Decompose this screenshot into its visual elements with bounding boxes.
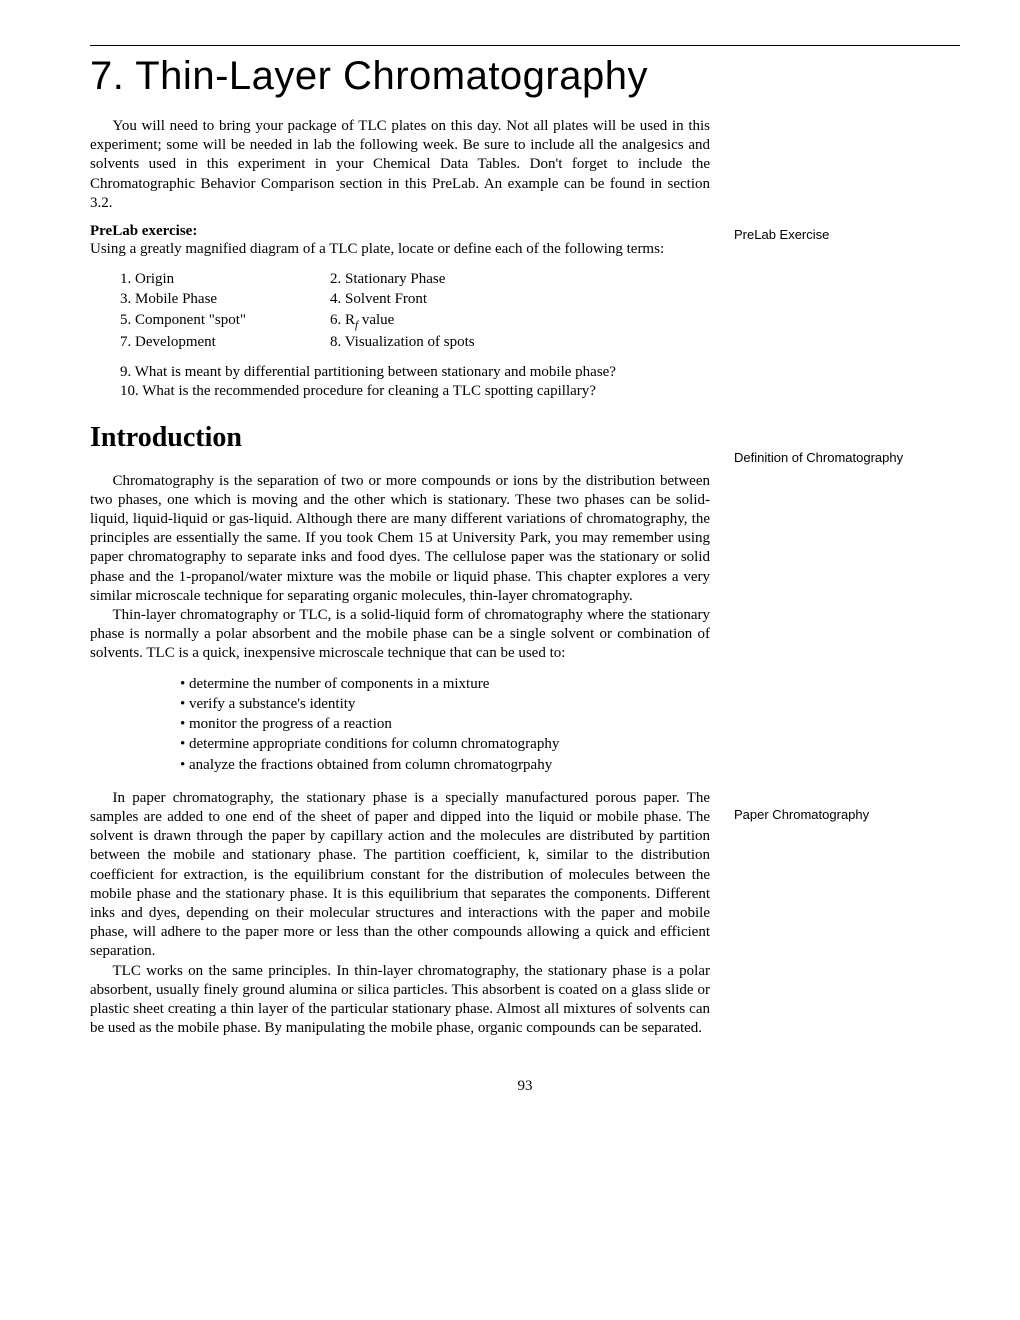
content-row: You will need to bring your package of T… bbox=[90, 117, 960, 1038]
bullet-list: determine the number of components in a … bbox=[180, 674, 710, 775]
paragraph-4: TLC works on the same principles. In thi… bbox=[90, 962, 710, 1039]
terms-row-3: 5. Component "spot" 6. Rf value bbox=[120, 310, 710, 333]
sidenote-paper: Paper Chromatography bbox=[734, 807, 904, 824]
terms-row-2: 3. Mobile Phase 4. Solvent Front bbox=[120, 289, 710, 309]
paragraph-1: Chromatography is the separation of two … bbox=[90, 472, 710, 606]
bullet-5: analyze the fractions obtained from colu… bbox=[180, 755, 710, 775]
prelab-heading: PreLab exercise: bbox=[90, 223, 710, 240]
page-number: 93 bbox=[90, 1078, 960, 1095]
bullet-3: monitor the progress of a reaction bbox=[180, 714, 710, 734]
prelab-instruction: Using a greatly magnified diagram of a T… bbox=[90, 240, 710, 259]
term-8: 8. Visualization of spots bbox=[330, 332, 475, 352]
chapter-title: 7. Thin-Layer Chromatography bbox=[90, 54, 960, 99]
terms-row-4: 7. Development 8. Visualization of spots bbox=[120, 332, 710, 352]
sidenote-definition: Definition of Chromatography bbox=[734, 450, 904, 467]
intro-paragraph: You will need to bring your package of T… bbox=[90, 117, 710, 213]
term-3: 3. Mobile Phase bbox=[120, 289, 330, 309]
term-2: 2. Stationary Phase bbox=[330, 269, 445, 289]
bullet-4: determine appropriate conditions for col… bbox=[180, 734, 710, 754]
term-1: 1. Origin bbox=[120, 269, 330, 289]
paragraph-2: Thin-layer chromatography or TLC, is a s… bbox=[90, 606, 710, 664]
bullet-1: determine the number of components in a … bbox=[180, 674, 710, 694]
term-5: 5. Component "spot" bbox=[120, 310, 330, 333]
top-rule bbox=[90, 45, 960, 46]
bullet-2: verify a substance's identity bbox=[180, 694, 710, 714]
term-4: 4. Solvent Front bbox=[330, 289, 427, 309]
question-9: 9. What is meant by differential partiti… bbox=[120, 363, 710, 383]
sidenote-prelab: PreLab Exercise bbox=[734, 227, 904, 244]
term-7: 7. Development bbox=[120, 332, 330, 352]
prelab-questions: 9. What is meant by differential partiti… bbox=[120, 363, 710, 402]
paragraph-3: In paper chromatography, the stationary … bbox=[90, 789, 710, 962]
terms-list: 1. Origin 2. Stationary Phase 3. Mobile … bbox=[120, 269, 710, 353]
terms-row-1: 1. Origin 2. Stationary Phase bbox=[120, 269, 710, 289]
main-column: You will need to bring your package of T… bbox=[90, 117, 710, 1038]
side-column: PreLab Exercise Definition of Chromatogr… bbox=[734, 117, 904, 1038]
question-10: 10. What is the recommended procedure fo… bbox=[120, 382, 710, 402]
term-6: 6. Rf value bbox=[330, 310, 394, 333]
section-heading: Introduction bbox=[90, 422, 710, 454]
